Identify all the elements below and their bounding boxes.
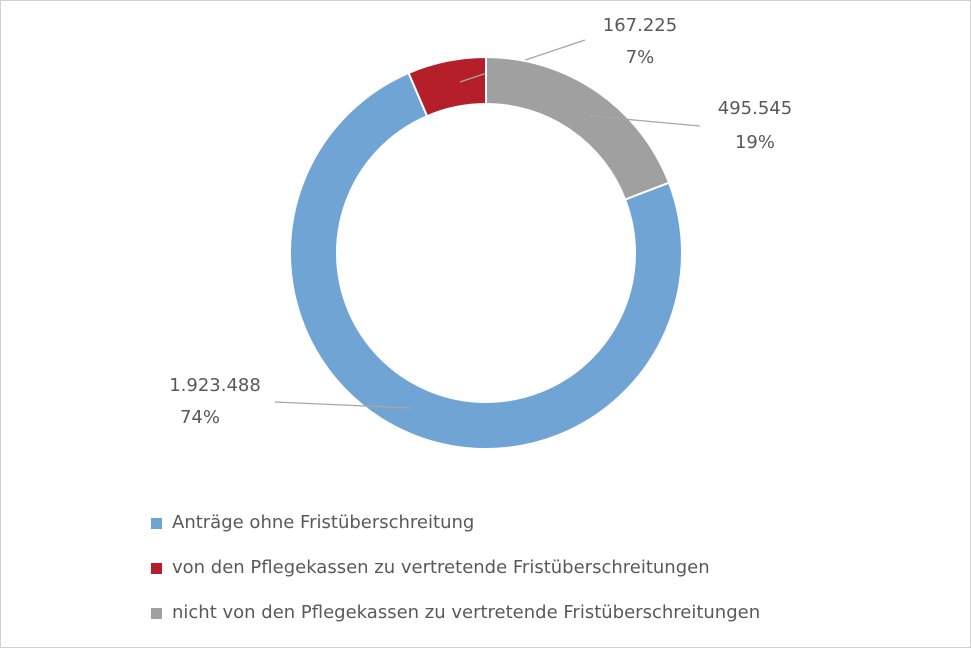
legend-swatch xyxy=(151,518,162,529)
legend-swatch xyxy=(151,563,162,574)
legend-label: Anträge ohne Fristüberschreitung xyxy=(172,512,474,533)
legend-label: von den Pflegekassen zu vertretende Fris… xyxy=(172,557,710,578)
percent-label: 7% xyxy=(626,47,655,68)
leader-line xyxy=(274,401,411,409)
value-label: 1.923.488 xyxy=(169,375,261,396)
donut-segment xyxy=(289,71,683,450)
percent-label: 19% xyxy=(735,132,775,153)
donut-segment xyxy=(485,55,671,201)
legend-swatch xyxy=(151,608,162,619)
legend-label: nicht von den Pflegekassen zu vertretend… xyxy=(172,602,760,623)
value-label: 495.545 xyxy=(718,98,792,119)
value-label: 167.225 xyxy=(603,15,677,36)
percent-label: 74% xyxy=(180,407,220,428)
leader-line xyxy=(589,115,701,127)
